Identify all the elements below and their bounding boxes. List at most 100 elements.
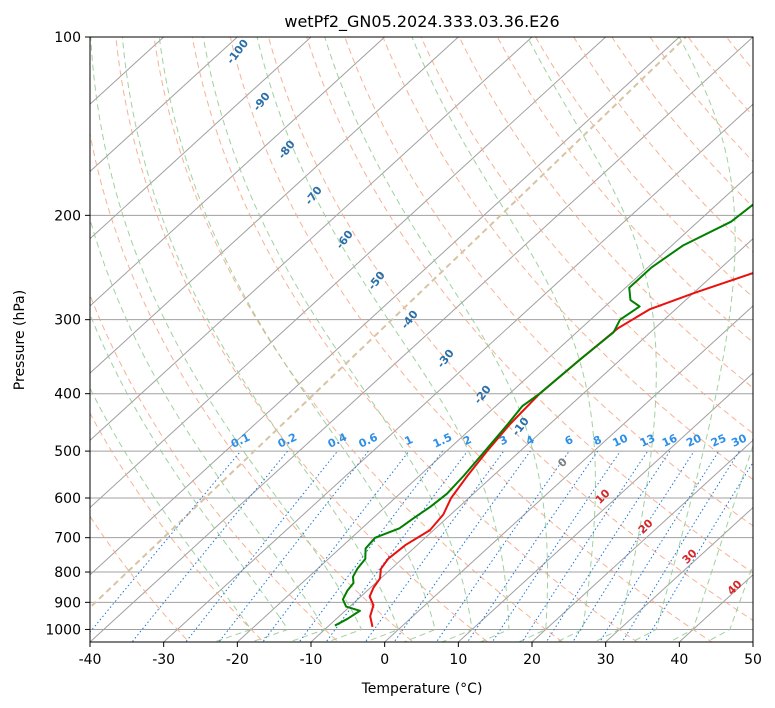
mixing-ratio-label: 25 — [709, 432, 728, 450]
mixing-ratio-line — [90, 450, 242, 633]
mixing-ratio-line — [466, 450, 599, 642]
y-tick-label: 400 — [54, 387, 81, 403]
mixing-ratio-label: 20 — [684, 431, 704, 449]
isotherm-line — [162, 103, 753, 642]
isotherm-line — [90, 37, 239, 173]
y-tick-label: 200 — [54, 208, 81, 224]
y-tick-label: 1000 — [45, 622, 81, 638]
mixing-ratio-line — [185, 450, 338, 642]
mixing-ratio-line — [435, 450, 570, 642]
mixing-ratio-line — [545, 450, 671, 642]
dry-adiabat-line — [344, 37, 753, 527]
dry-adiabat-line — [458, 37, 753, 389]
isotherm-line — [90, 37, 386, 307]
moist-adiabat-label: 40 — [725, 577, 745, 597]
moist-adiabat-line — [90, 37, 363, 642]
mixing-ratio-label: 10 — [611, 431, 631, 449]
isotherm-line — [752, 641, 753, 642]
moist-adiabat-line — [90, 217, 326, 642]
mixing-ratio-line — [262, 450, 410, 642]
moist-adiabat-line — [121, 37, 400, 642]
moist-adiabat-line — [324, 37, 549, 642]
mixing-ratio-label: 0.1 — [229, 431, 252, 451]
mixing-ratio-label: 3 — [497, 433, 509, 448]
moist-adiabat-line — [630, 37, 736, 642]
x-tick-label: -20 — [226, 652, 249, 668]
x-tick-label: 0 — [380, 652, 389, 668]
moist-adiabat-line — [158, 37, 436, 642]
dry-adiabat-label: -20 — [471, 383, 494, 407]
isotherm-line — [90, 37, 460, 374]
dry-adiabat-line — [420, 37, 753, 435]
x-tick-label: -10 — [300, 652, 323, 668]
mixing-ratio-label: 2 — [461, 433, 473, 448]
x-tick-label: -30 — [152, 652, 175, 668]
chart-title: wetPf2_GN05.2024.333.03.36.E26 — [284, 12, 559, 32]
mixing-ratio-label: 8 — [591, 433, 603, 448]
dry-adiabat-label: -50 — [365, 269, 388, 293]
dry-adiabat-label: -40 — [398, 308, 421, 332]
y-tick-label: 700 — [54, 531, 81, 547]
y-tick-label: 100 — [54, 30, 81, 46]
dry-adiabat-line — [535, 37, 753, 298]
dry-adiabat-line — [229, 37, 713, 642]
y-axis-label: Pressure (hPa) — [12, 290, 28, 390]
x-tick-label: 20 — [523, 652, 541, 668]
dry-adiabat-line — [496, 37, 753, 344]
dry-adiabat-label: -80 — [275, 138, 298, 162]
isotherm-line — [90, 37, 681, 576]
isotherm-line — [90, 37, 312, 240]
moist-adiabat-label: 0 — [555, 455, 570, 470]
isotherm-line — [604, 506, 753, 642]
y-tick-label: 300 — [54, 313, 81, 329]
mixing-ratio-label: 1 — [403, 433, 415, 448]
mixing-ratio-line — [393, 450, 531, 642]
mixing-ratio-label: 36 — [750, 431, 770, 449]
dry-adiabat-line — [382, 37, 753, 481]
moist-adiabat-line — [90, 386, 252, 642]
dry-adiabat-line — [153, 37, 564, 642]
x-tick-label: 40 — [670, 652, 688, 668]
plot-frame — [89, 36, 754, 643]
mixing-ratio-line — [491, 450, 621, 642]
mixing-ratio-line — [364, 450, 505, 642]
x-tick-label: 30 — [597, 652, 615, 668]
isotherm-line — [90, 37, 165, 105]
dry-adiabat-line — [90, 293, 339, 642]
dewpoint-profile-line — [334, 203, 753, 627]
grid-layer — [90, 10, 775, 654]
temperature-profile-line — [368, 271, 753, 628]
isotherm-line — [90, 37, 533, 442]
isotherm-line — [90, 37, 607, 509]
dry-adiabat-line — [649, 37, 753, 163]
moist-adiabat-line — [256, 37, 510, 642]
mixing-ratio-line — [644, 461, 753, 642]
dry-adiabat-line — [743, 10, 775, 654]
mixing-ratio-line — [131, 450, 288, 642]
moist-adiabat-line — [411, 37, 596, 642]
isotherm-line — [90, 37, 753, 642]
moist-adiabat-line — [526, 37, 657, 642]
x-tick-label: -40 — [79, 652, 102, 668]
moist-adiabat-line — [202, 37, 473, 642]
special-adiabat-line — [90, 37, 688, 609]
moist-adiabat-label: 30 — [680, 546, 700, 566]
dry-adiabat-line — [268, 37, 753, 622]
y-tick-label: 500 — [54, 444, 81, 460]
mixing-ratio-label: 16 — [660, 431, 680, 449]
isotherm-line — [531, 439, 753, 642]
x-axis-label: Temperature (°C) — [361, 681, 483, 697]
mixing-ratio-label: 0.4 — [326, 430, 349, 450]
dry-adiabat-label: -70 — [302, 184, 325, 208]
mixing-ratio-label: 13 — [638, 432, 657, 450]
dry-adiabat-label: -30 — [434, 347, 457, 371]
mixing-ratio-label: 30 — [729, 431, 749, 449]
data-layer — [334, 203, 753, 628]
dry-adiabat-line — [90, 515, 190, 642]
isotherm-line — [383, 305, 753, 642]
dry-adiabat-label: -90 — [250, 90, 273, 114]
y-tick-label: 900 — [54, 595, 81, 611]
dry-adiabat-line — [573, 37, 753, 253]
dry-adiabat-line — [90, 412, 265, 642]
